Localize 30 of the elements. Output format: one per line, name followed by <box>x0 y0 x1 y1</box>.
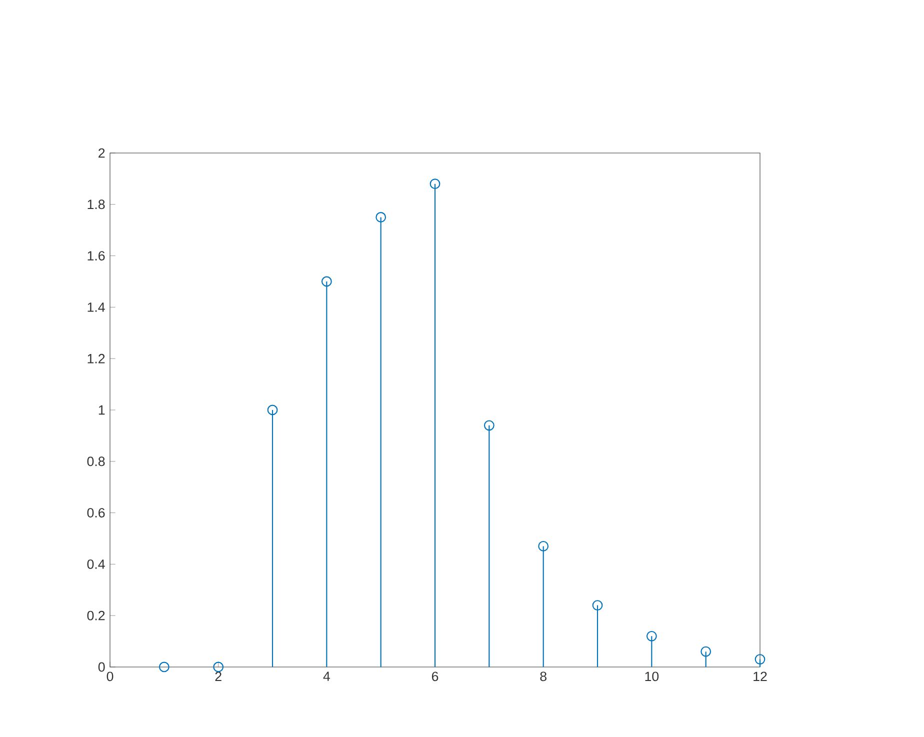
point <box>321 276 332 287</box>
y-tick-label: 0.8 <box>87 456 105 466</box>
point <box>592 600 603 611</box>
y-tick-label: 0.2 <box>87 610 105 620</box>
y-tick-label: 1.2 <box>88 354 105 364</box>
y-tick-label: 1.4 <box>88 302 105 312</box>
y-tick-label: 0 <box>98 662 105 672</box>
y-tick-label: 0.4 <box>87 559 105 569</box>
y-tick-label: 2 <box>98 148 105 158</box>
x-tick-label: 0 <box>106 672 114 682</box>
point <box>754 654 766 664</box>
y-tick-label: 1 <box>98 405 105 415</box>
point <box>376 212 386 222</box>
point <box>430 178 440 190</box>
x-tick-label: 8 <box>540 672 546 682</box>
point <box>158 662 170 672</box>
y-tick-label: 1.8 <box>88 200 105 210</box>
point <box>267 404 278 416</box>
point <box>484 420 494 431</box>
y-tick-label: 1.6 <box>88 251 105 260</box>
x-tick-label: 10 <box>645 672 659 682</box>
point <box>538 540 549 552</box>
x-tick-label: 2 <box>215 672 222 682</box>
x-tick-label: 4 <box>323 672 330 681</box>
point <box>700 646 712 657</box>
x-tick-label: 12 <box>754 672 767 682</box>
point <box>213 662 224 672</box>
point <box>646 630 657 642</box>
y-tick-label: 0.6 <box>87 508 105 518</box>
x-tick-label: 6 <box>432 672 438 682</box>
